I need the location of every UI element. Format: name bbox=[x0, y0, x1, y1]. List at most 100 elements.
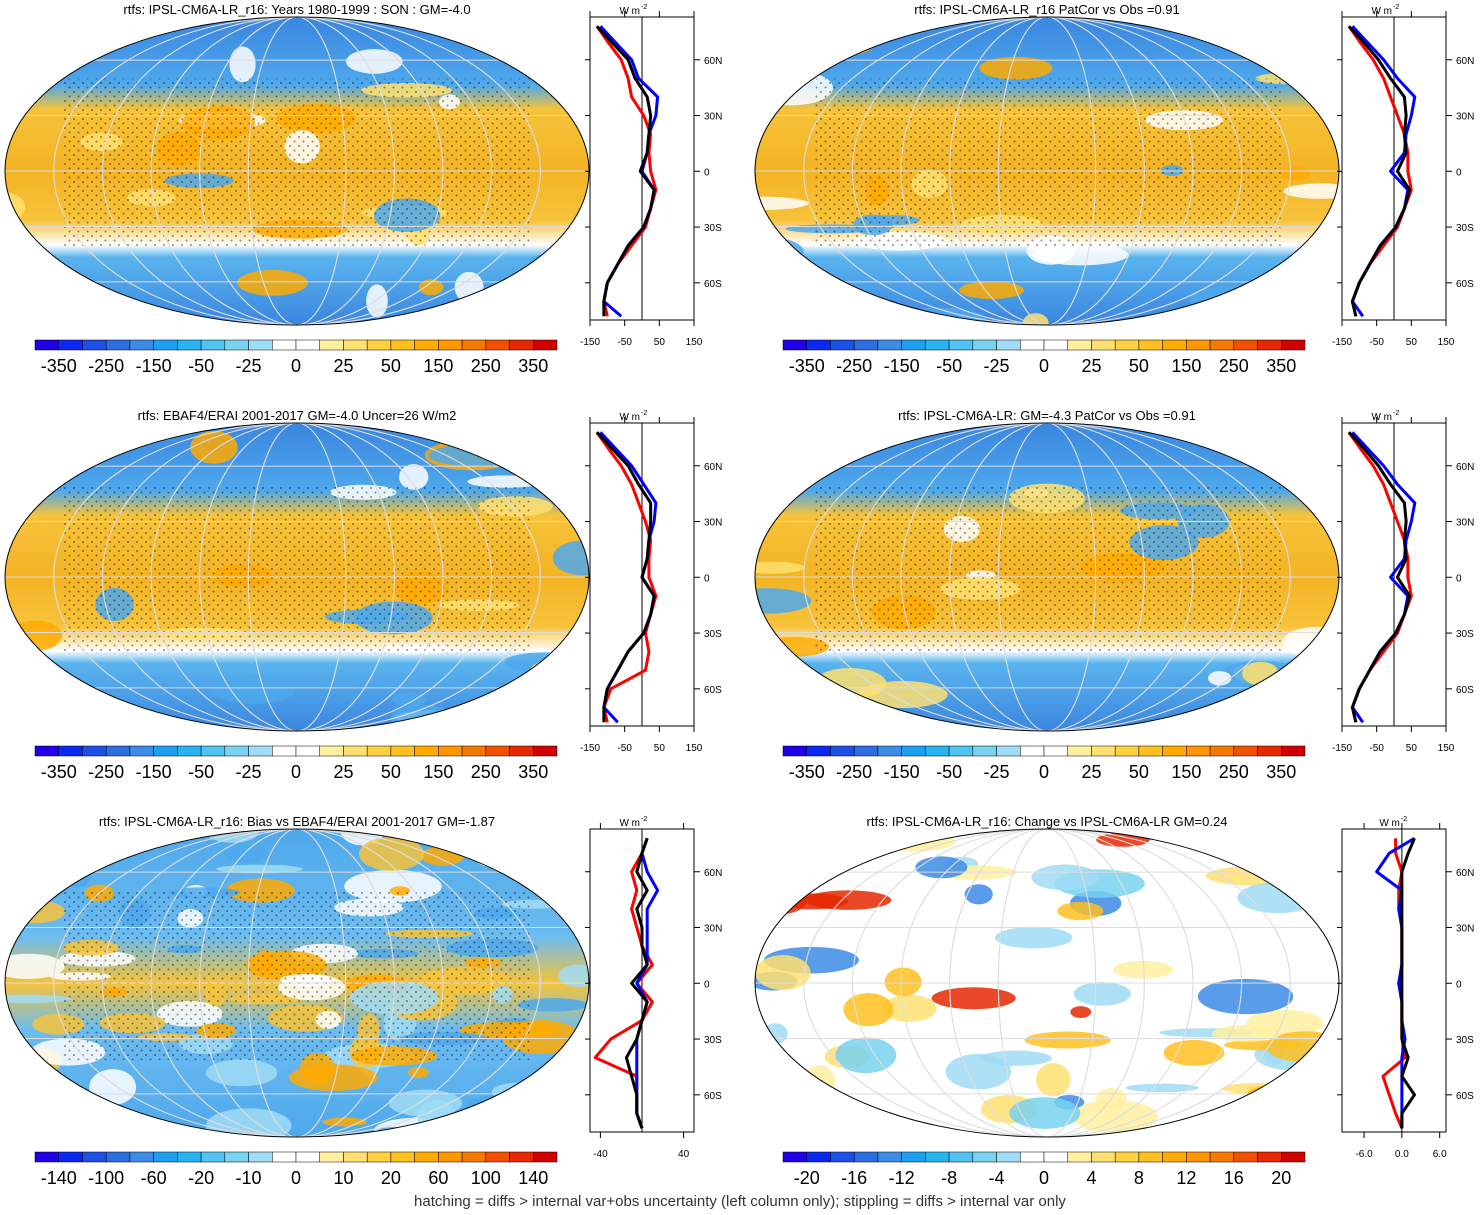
colorbar-label: 10 bbox=[333, 1168, 353, 1188]
colorbar-label: 0 bbox=[291, 762, 301, 782]
map-blob bbox=[504, 652, 586, 673]
colorbar-box bbox=[414, 745, 439, 757]
y-tick-label: 60S bbox=[1456, 685, 1474, 696]
map-blob bbox=[497, 273, 589, 306]
colorbar-box bbox=[82, 1151, 107, 1163]
colorbar-label: -150 bbox=[136, 356, 172, 376]
colorbar-label: -4 bbox=[989, 1168, 1005, 1188]
y-tick-label: 60S bbox=[1456, 1091, 1474, 1102]
zonal-mean-line bbox=[595, 431, 656, 723]
x-tick-label: -150 bbox=[1332, 337, 1352, 348]
y-tick-label: 30N bbox=[1456, 112, 1474, 123]
zonal-mean-line bbox=[1375, 837, 1416, 1129]
colorbar-label: 60 bbox=[428, 1168, 448, 1188]
map-blob bbox=[1211, 1025, 1281, 1042]
map-blob bbox=[528, 254, 559, 277]
map-blob bbox=[843, 992, 894, 1027]
zonal-mean-line bbox=[1347, 431, 1412, 723]
colorbar-box bbox=[925, 339, 950, 351]
colorbar-box bbox=[177, 339, 202, 351]
colorbar-box bbox=[1114, 745, 1140, 757]
x-tick-label: 150 bbox=[1438, 743, 1455, 754]
colorbar-box bbox=[509, 339, 534, 351]
colorbar-box bbox=[272, 339, 297, 351]
map-blob bbox=[1070, 1006, 1092, 1018]
colorbar-box bbox=[1020, 745, 1045, 757]
panel-title: rtfs: IPSL-CM6A-LR_r16: Bias vs EBAF4/ER… bbox=[99, 814, 495, 829]
map-blob bbox=[5, 994, 72, 1004]
map-blob bbox=[755, 461, 815, 491]
colorbar-box bbox=[972, 1151, 997, 1163]
stippling bbox=[63, 78, 531, 248]
colorbar-label: -50 bbox=[188, 762, 214, 782]
panel-title: rtfs: EBAF4/ERAI 2001-2017 GM=-4.0 Uncer… bbox=[138, 408, 457, 423]
y-tick-label: 30S bbox=[1456, 629, 1474, 640]
map-blob bbox=[373, 1117, 462, 1137]
colorbar-box bbox=[901, 339, 926, 351]
zonal-mean-line bbox=[595, 431, 658, 723]
colorbar-label: 12 bbox=[1176, 1168, 1196, 1188]
colorbar-box bbox=[34, 339, 59, 351]
map-blob bbox=[755, 880, 796, 917]
map-blob bbox=[236, 269, 308, 296]
colorbar-box bbox=[1162, 745, 1187, 757]
colorbar-box bbox=[1257, 1151, 1282, 1163]
x-tick-label: 150 bbox=[686, 337, 703, 348]
colorbar-label: -350 bbox=[41, 356, 77, 376]
colorbar-box bbox=[177, 745, 202, 757]
colorbar-box bbox=[248, 339, 273, 351]
colorbar-box bbox=[82, 745, 107, 757]
colorbar-box bbox=[129, 745, 154, 757]
colorbar-box bbox=[830, 745, 855, 757]
colorbar-label: -25 bbox=[984, 762, 1010, 782]
colorbar-box bbox=[461, 339, 487, 351]
colorbar-label: -140 bbox=[41, 1168, 77, 1188]
colorbar-box bbox=[925, 745, 950, 757]
colorbar-box bbox=[485, 339, 510, 351]
stippling bbox=[813, 484, 1281, 654]
map-blob bbox=[1205, 866, 1304, 886]
map-blob bbox=[289, 1064, 378, 1092]
colorbar-box bbox=[1281, 745, 1306, 757]
colorbar-box bbox=[806, 745, 831, 757]
colorbar-box bbox=[1043, 339, 1068, 351]
colorbar-box bbox=[485, 1151, 510, 1163]
map-blob bbox=[763, 53, 790, 65]
colorbar-box bbox=[485, 745, 510, 757]
colorbar-box bbox=[34, 745, 59, 757]
colorbar-label: 250 bbox=[1219, 762, 1249, 782]
map-blob bbox=[457, 829, 545, 857]
map-blob bbox=[964, 884, 993, 905]
map bbox=[5, 423, 589, 731]
map-blob bbox=[440, 1116, 467, 1130]
colorbar-label: -50 bbox=[936, 356, 962, 376]
map-blob bbox=[497, 49, 557, 58]
colorbar-label: -50 bbox=[936, 762, 962, 782]
colorbar-box bbox=[1020, 339, 1045, 351]
map-blob bbox=[849, 841, 901, 851]
unit-label: W m bbox=[619, 412, 640, 423]
map-blob bbox=[1280, 166, 1311, 181]
colorbar-box bbox=[853, 745, 879, 757]
y-tick-label: 60S bbox=[704, 685, 722, 696]
colorbar-box bbox=[461, 1151, 487, 1163]
map-blob bbox=[223, 844, 268, 863]
colorbar-box bbox=[925, 1151, 950, 1163]
colorbar-label: 50 bbox=[1129, 762, 1149, 782]
zonal-mean-line bbox=[599, 25, 660, 318]
colorbar-box bbox=[877, 339, 902, 351]
map-blob bbox=[884, 967, 922, 997]
colorbar-label: 20 bbox=[1271, 1168, 1291, 1188]
colorbar-label: 350 bbox=[1266, 356, 1296, 376]
unit-exponent: -2 bbox=[1393, 410, 1399, 417]
colorbar-box bbox=[224, 339, 249, 351]
map-blob bbox=[1024, 1031, 1111, 1049]
x-tick-label: -150 bbox=[580, 337, 600, 348]
colorbar-box bbox=[1091, 339, 1116, 351]
colorbar-label: 50 bbox=[381, 762, 401, 782]
colorbar-label: 250 bbox=[471, 762, 501, 782]
x-tick-label: 6.0 bbox=[1433, 1149, 1447, 1160]
map-blob bbox=[915, 856, 968, 879]
colorbar-label: 250 bbox=[1219, 356, 1249, 376]
colorbar-box bbox=[1114, 339, 1140, 351]
